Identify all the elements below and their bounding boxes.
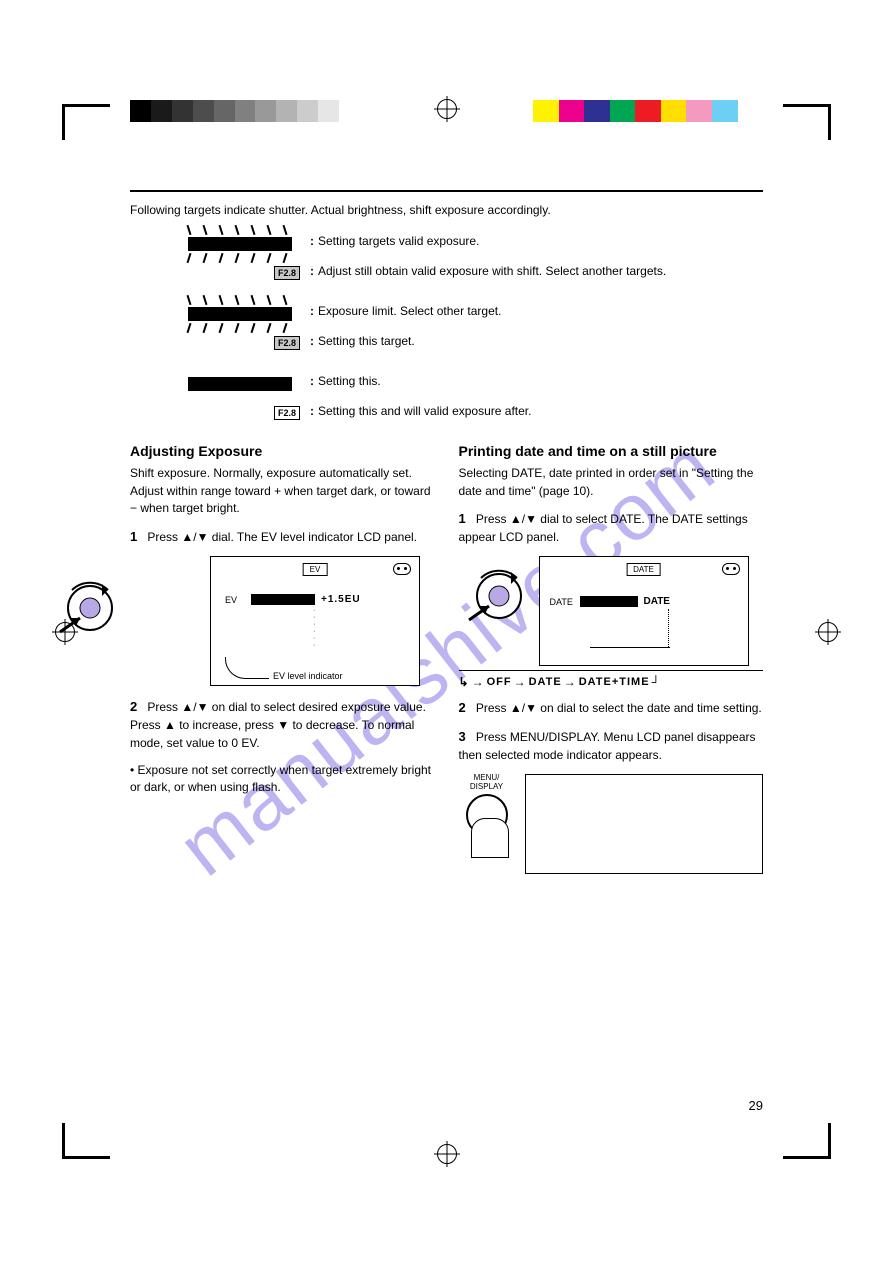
leader-line [225, 657, 269, 679]
lcd-row-label: DATE [550, 597, 573, 607]
crop-mark [62, 104, 65, 140]
mode-cycle: ↳→OFF→DATE→DATE+TIME┘ [459, 673, 764, 689]
lcd-figure: DATE DATE DATE [539, 556, 749, 666]
left-column: Adjusting Exposure Shift exposure. Norma… [130, 443, 435, 874]
content-area: Following targets indicate shutter. Actu… [130, 170, 763, 1093]
heading: Adjusting Exposure [130, 443, 435, 459]
paragraph: Shift exposure. Normally, exposure autom… [130, 465, 435, 517]
step: 2 Press ▲/▼ on dial to select desired ex… [130, 698, 435, 752]
leader-line [590, 647, 670, 648]
crop-mark [62, 104, 110, 107]
lcd-value-bar [251, 594, 315, 605]
lcd-badge: DATE [626, 563, 661, 576]
lcd-row-label: EV [225, 595, 237, 605]
face-icon [722, 563, 740, 575]
crop-mark [828, 1123, 831, 1159]
face-icon [393, 563, 411, 575]
menu-display-button-illustration: MENU/ DISPLAY [459, 774, 515, 854]
crop-mark [783, 104, 831, 107]
lcd-value: DATE [644, 596, 670, 607]
crop-mark [62, 1156, 110, 1159]
columns: Adjusting Exposure Shift exposure. Norma… [130, 443, 763, 874]
step: 2 Press ▲/▼ on dial to select the date a… [459, 699, 764, 718]
thumb-icon [471, 818, 509, 858]
step: 3 Press MENU/DISPLAY. Menu LCD panel dis… [459, 728, 764, 764]
lcd-badge: EV [303, 563, 328, 576]
lcd-value: +1.5EU [321, 594, 361, 605]
menu-button-label: MENU/ DISPLAY [459, 774, 515, 792]
step: 1 Press ▲/▼ dial to select DATE. The DAT… [459, 510, 764, 546]
registration-mark [815, 619, 841, 645]
control-dial-illustration [52, 574, 122, 654]
control-dial-illustration [461, 562, 531, 642]
indicator-list: :Setting targets valid exposure.F2.8:Adj… [130, 233, 763, 421]
crop-mark [828, 104, 831, 140]
leader-line [668, 609, 669, 647]
intro-text: Following targets indicate shutter. Actu… [130, 202, 763, 219]
lcd-small-figure [525, 774, 764, 874]
section-rule [130, 190, 763, 192]
dotted-line: ······ [313, 607, 315, 649]
crop-mark [783, 1156, 831, 1159]
lcd-value-bar [580, 596, 638, 607]
lcd-figure: EV EV +1.5EU ······ EV level indicator [210, 556, 420, 686]
note: • Exposure not set correctly when target… [130, 762, 435, 797]
manual-page: { "colors": { "grayscale": ["#000000","#… [0, 0, 893, 1263]
heading: Printing date and time on a still pictur… [459, 443, 764, 459]
registration-mark [434, 1141, 460, 1167]
color-bar [533, 100, 763, 122]
step: 1 Press ▲/▼ dial. The EV level indicator… [130, 528, 435, 547]
paragraph: Selecting DATE, date printed in order se… [459, 465, 764, 500]
right-column: Printing date and time on a still pictur… [459, 443, 764, 874]
menu-display-figure: MENU/ DISPLAY [459, 774, 764, 874]
page-number: 29 [749, 1098, 763, 1113]
mode-cycle-rule [459, 670, 764, 671]
lcd-caption: EV level indicator [273, 671, 343, 681]
grayscale-bar [130, 100, 360, 122]
crop-mark [62, 1123, 65, 1159]
registration-mark [434, 96, 460, 122]
